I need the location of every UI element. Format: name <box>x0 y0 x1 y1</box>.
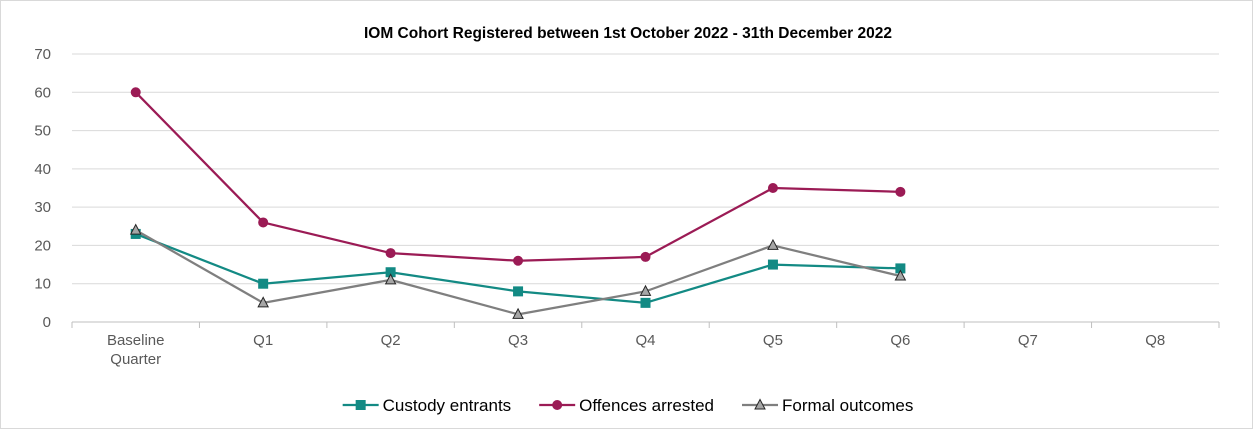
series-2 <box>129 223 907 319</box>
x-tick-label-line: Q5 <box>763 332 783 349</box>
y-tick-label-10: 10 <box>34 276 51 293</box>
data-point-2-2 <box>384 273 397 285</box>
data-point-2-5 <box>767 238 779 250</box>
x-tick-label-5: Q5 <box>763 332 783 349</box>
y-tick-label-40: 40 <box>34 161 51 178</box>
x-tick-label-line: Q6 <box>890 332 910 349</box>
data-point-1-2 <box>385 248 396 259</box>
axes: 0 10 20 30 40 50 60 70 Baseline Quarter Q1 Q2 Q3 Q4 Q5… <box>34 46 1220 368</box>
x-tick-label-4: Q4 <box>635 332 655 349</box>
data-point-1-1 <box>258 217 269 228</box>
x-tick-label-line: Q3 <box>508 332 528 349</box>
data-point-2-3 <box>512 307 524 319</box>
x-tick-label-8: Q8 <box>1145 332 1165 349</box>
y-tick-label-70: 70 <box>34 46 51 63</box>
series-1 <box>130 87 906 266</box>
data-point-0-1 <box>258 278 269 289</box>
data-point-0-4 <box>640 297 651 308</box>
legend: Custody entrants Offences arrested Formal … <box>342 396 913 415</box>
x-tick-label-line: Baseline <box>107 332 165 349</box>
chart-title: IOM Cohort Registered between 1st Octobe… <box>364 25 892 42</box>
x-tick-label-2: Q2 <box>381 332 401 349</box>
data-point-1-5 <box>767 183 778 193</box>
legend-marker-1 <box>552 400 563 410</box>
series-lines <box>129 87 907 319</box>
x-tick-label-3: Q3 <box>508 332 528 349</box>
data-point-1-4 <box>640 251 651 262</box>
x-tick-label-line: Q1 <box>253 332 273 349</box>
x-tick-label-line: Q2 <box>381 332 401 349</box>
legend-marker-0 <box>355 400 366 410</box>
y-tick-label-20: 20 <box>34 237 51 254</box>
data-point-0-3 <box>513 286 524 297</box>
series-line-2 <box>135 229 901 316</box>
data-point-1-6 <box>895 186 906 197</box>
x-tick-label-line: Q4 <box>635 332 655 349</box>
legend-label-0: Custody entrants <box>383 396 512 415</box>
y-tick-label-50: 50 <box>34 123 51 140</box>
x-tick-label-0: Baseline Quarter <box>107 332 165 368</box>
y-tick-label-60: 60 <box>34 84 51 101</box>
series-line-1 <box>134 91 901 262</box>
data-point-0-5 <box>767 259 778 270</box>
data-point-2-4 <box>639 284 652 296</box>
x-tick-label-line: Q7 <box>1018 332 1038 349</box>
y-tick-label-0: 0 <box>43 314 51 331</box>
data-point-2-6 <box>894 269 907 281</box>
x-tick-label-1: Q1 <box>253 332 273 349</box>
data-point-2-1 <box>257 296 269 308</box>
legend-label-2: Formal outcomes <box>782 396 913 415</box>
x-tick-label-7: Q7 <box>1018 332 1038 349</box>
data-point-2-0 <box>129 223 142 235</box>
gridlines <box>72 53 1219 285</box>
x-tick-label-line: Quarter <box>110 351 161 368</box>
legend-label-1: Offences arrested <box>579 396 714 415</box>
data-point-1-3 <box>513 255 524 266</box>
y-tick-label-30: 30 <box>34 199 51 216</box>
x-tick-label-line: Q8 <box>1145 332 1165 349</box>
series-0 <box>130 228 906 308</box>
legend-marker-2 <box>754 398 766 410</box>
x-tick-label-6: Q6 <box>890 332 910 349</box>
data-point-1-0 <box>130 87 141 98</box>
